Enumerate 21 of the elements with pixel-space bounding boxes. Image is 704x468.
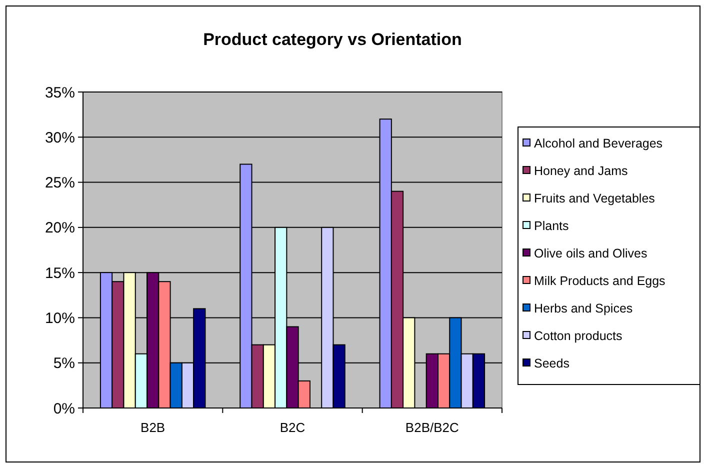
legend-label: Seeds	[534, 356, 570, 370]
y-tick-label: 10%	[44, 310, 75, 327]
y-tick-label: 20%	[44, 220, 75, 237]
chart-title: Product category vs Orientation	[203, 30, 462, 49]
y-tick-label: 25%	[44, 174, 75, 192]
y-tick-label: 30%	[44, 129, 75, 146]
x-tick-label: B2C	[280, 420, 306, 435]
y-tick-label: 5%	[53, 355, 75, 372]
legend-label: Alcohol and Beverages	[534, 136, 663, 150]
x-tick-label: B2B/B2C	[405, 420, 459, 435]
y-tick-label: 35%	[44, 84, 75, 102]
legend-label: Herbs and Spices	[534, 301, 633, 316]
legend-label: Honey and Jams	[534, 164, 628, 178]
x-tick-label: B2B	[140, 420, 166, 435]
legend-label: Milk Products and Eggs	[534, 274, 666, 288]
legend-label: Fruits and Vegetables	[534, 191, 655, 206]
y-tick-label: 15%	[44, 264, 75, 282]
legend-label: Cotton products	[534, 328, 622, 343]
legend-label: Olive oils and Olives	[534, 246, 648, 260]
legend-label: Plants	[534, 218, 569, 233]
y-tick-label: 0%	[53, 400, 75, 418]
